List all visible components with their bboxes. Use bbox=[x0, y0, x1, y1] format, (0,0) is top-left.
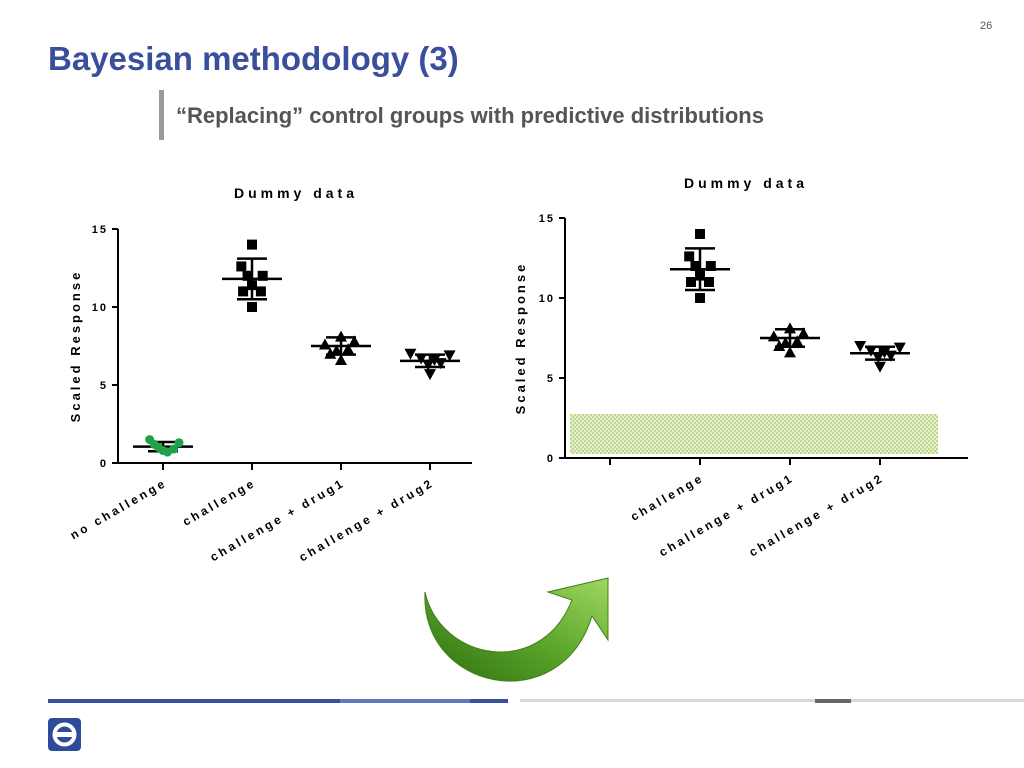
footer-line-primary bbox=[48, 699, 508, 703]
right-y-tick-label: 5 bbox=[547, 373, 555, 385]
left-data-point bbox=[342, 343, 355, 355]
left-data-point bbox=[428, 355, 441, 367]
right-data-point bbox=[779, 336, 792, 348]
left-y-tick-label: 5 bbox=[100, 380, 108, 392]
left-y-tick-label: 15 bbox=[92, 224, 108, 236]
right-data-point bbox=[695, 293, 705, 303]
right-data-point bbox=[865, 345, 877, 357]
right-data-point bbox=[686, 277, 696, 287]
left-data-point bbox=[174, 438, 184, 448]
chart-right: Dummy data Scaled Response 0 5 10 15 challenge… bbox=[513, 175, 968, 559]
right-data-point bbox=[797, 327, 810, 339]
left-data-point bbox=[255, 286, 266, 297]
ucb-logo-icon bbox=[48, 718, 81, 751]
chart-left: Dummy data Scaled Response 0 5 10 15 no challe… bbox=[68, 185, 472, 564]
ucb-logo-svg bbox=[52, 722, 77, 747]
left-data-point bbox=[348, 335, 361, 347]
left-y-tick-label: 10 bbox=[92, 302, 108, 314]
left-data-point bbox=[242, 270, 253, 281]
right-y-axis-label: Scaled Response bbox=[513, 262, 528, 415]
right-data-point bbox=[874, 361, 886, 373]
left-data-point bbox=[318, 338, 331, 350]
curved-green-arrow-icon bbox=[424, 577, 609, 682]
right-data-point bbox=[684, 251, 695, 262]
right-y-tick-label: 0 bbox=[547, 453, 555, 465]
right-y-tick-label: 15 bbox=[539, 213, 555, 225]
left-data-point bbox=[335, 330, 347, 342]
right-data-point bbox=[784, 322, 796, 334]
right-data-point bbox=[884, 350, 897, 362]
left-data-point bbox=[247, 302, 257, 312]
right-chart-title: Dummy data bbox=[684, 175, 808, 191]
right-data-point bbox=[878, 347, 891, 359]
right-data-point bbox=[704, 277, 714, 287]
right-category-label: challenge bbox=[628, 470, 706, 523]
footer-line-secondary bbox=[520, 699, 1024, 702]
slide-number: 26 bbox=[980, 20, 993, 32]
left-data-point bbox=[324, 347, 337, 359]
right-predictive-band bbox=[570, 414, 938, 454]
subtitle-divider bbox=[159, 90, 164, 140]
footer-line-accent bbox=[340, 699, 470, 703]
left-data-point bbox=[257, 270, 268, 281]
left-category-label: challenge bbox=[180, 475, 258, 528]
footer-line-marker bbox=[815, 699, 851, 703]
right-data-point bbox=[767, 330, 780, 342]
left-data-point bbox=[443, 350, 456, 362]
right-data-point bbox=[773, 340, 786, 351]
left-data-point bbox=[424, 369, 436, 381]
left-data-point bbox=[335, 354, 347, 366]
right-data-point bbox=[690, 261, 701, 271]
left-data-point bbox=[330, 344, 343, 356]
left-data-point bbox=[169, 444, 179, 454]
slide-subtitle: “Replacing” control groups with predicti… bbox=[176, 103, 764, 128]
slide-title: Bayesian methodology (3) bbox=[48, 40, 459, 77]
right-y-tick-label: 10 bbox=[539, 293, 555, 305]
right-data-point bbox=[705, 261, 716, 271]
left-data-point bbox=[236, 261, 247, 272]
right-data-point bbox=[893, 342, 906, 354]
right-data-point bbox=[872, 352, 885, 364]
left-y-axis-label: Scaled Response bbox=[68, 270, 83, 423]
left-data-point bbox=[238, 286, 249, 297]
left-data-point bbox=[415, 353, 428, 365]
left-data-point bbox=[404, 348, 417, 360]
right-data-point bbox=[784, 346, 796, 358]
left-data-point bbox=[247, 239, 257, 250]
right-data-point bbox=[791, 335, 804, 347]
left-y-tick-label: 0 bbox=[100, 458, 108, 470]
left-data-point bbox=[422, 359, 435, 371]
right-data-point bbox=[695, 229, 705, 239]
left-category-label: no challenge bbox=[68, 475, 170, 542]
right-data-point bbox=[695, 270, 705, 281]
left-data-point bbox=[247, 280, 257, 291]
right-data-point bbox=[854, 341, 867, 352]
left-data-point bbox=[434, 358, 447, 370]
left-chart-title: Dummy data bbox=[234, 185, 358, 201]
